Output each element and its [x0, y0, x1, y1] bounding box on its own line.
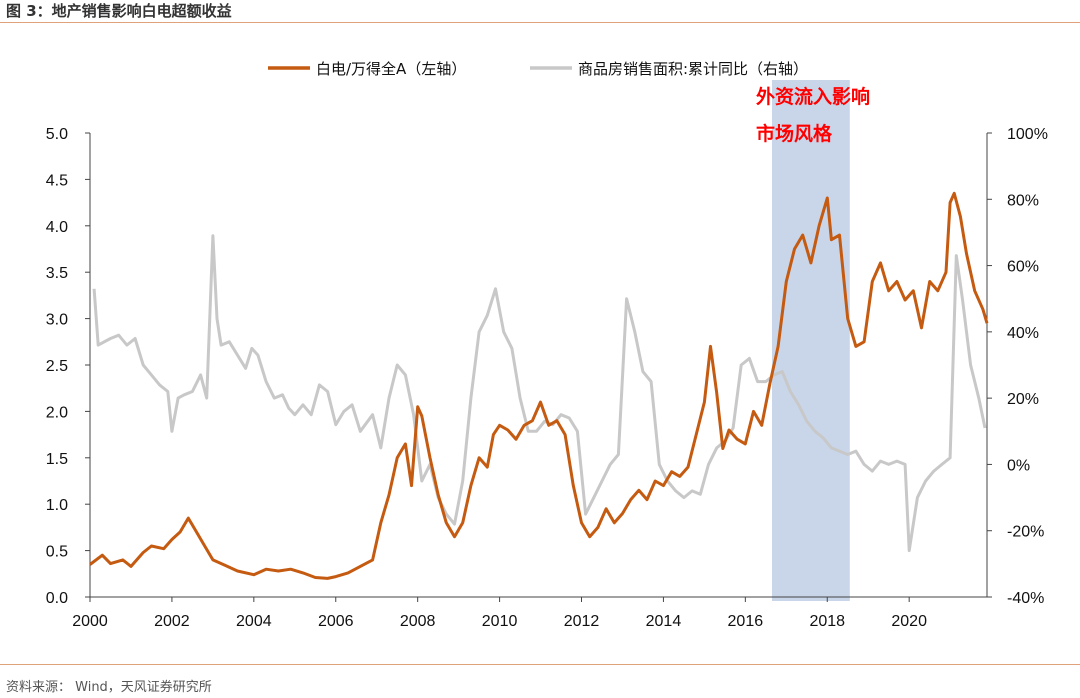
x-tick-label: 2008	[400, 613, 436, 630]
legend: 白电/万得全A（左轴） 商品房销售面积:累计同比（右轴）	[268, 60, 808, 78]
y-left-tick-label: 3.0	[46, 312, 68, 329]
annotation-line-2: 市场风格	[756, 122, 833, 145]
y-left-tick-label: 0.5	[46, 544, 68, 561]
y-left-tick-label: 2.5	[46, 358, 68, 375]
source-note: 资料来源： Wind，天风证券研究所	[6, 680, 212, 695]
y-left-tick-label: 0.0	[46, 590, 68, 607]
top-rule	[0, 22, 1080, 23]
x-tick-label: 2018	[809, 613, 845, 630]
annotation: 外资流入影响 市场风格	[756, 85, 870, 145]
y-left-tick-label: 1.0	[46, 497, 68, 514]
series-layer	[89, 191, 989, 580]
x-tick-label: 2012	[564, 613, 600, 630]
y-right-tick-label: 0%	[1007, 457, 1030, 474]
y-left-tick-label: 1.5	[46, 451, 68, 468]
x-tick-label: 2006	[318, 613, 354, 630]
axes-layer: 0.0 0.5 1.0 1.5 2.0 2.5 3.0 3.5 4.0 4.5 5.0 -40% -20…	[46, 126, 1048, 630]
x-tick-label: 2020	[891, 613, 927, 630]
bottom-rule	[0, 664, 1080, 665]
figure-title: 图 3：地产销售影响白电超额收益	[6, 2, 232, 20]
y-left-tick-label: 4.0	[46, 219, 68, 236]
shaded-region	[771, 80, 850, 601]
x-tick-label: 2004	[236, 613, 272, 630]
series-line-right	[92, 234, 987, 553]
y-left-tick-label: 4.5	[46, 172, 68, 189]
y-right-tick-label: 40%	[1007, 325, 1039, 342]
legend-label-left-series: 白电/万得全A（左轴）	[316, 60, 466, 78]
shade-layer	[771, 80, 850, 601]
x-tick-label: 2014	[646, 613, 682, 630]
y-left-tick-label: 3.5	[46, 265, 68, 282]
annotation-line-1: 外资流入影响	[756, 85, 870, 108]
legend-label-right-series: 商品房销售面积:累计同比（右轴）	[578, 60, 808, 78]
y-right-tick-label: -20%	[1007, 524, 1044, 541]
x-tick-label: 2000	[72, 613, 108, 630]
y-left-tick-label: 5.0	[46, 126, 68, 143]
series-line-left	[89, 191, 989, 580]
y-right-tick-label: 20%	[1007, 391, 1039, 408]
x-tick-label: 2002	[154, 613, 190, 630]
y-right-tick-label: 100%	[1007, 126, 1048, 143]
y-right-tick-label: 60%	[1007, 259, 1039, 276]
x-tick-label: 2010	[482, 613, 518, 630]
y-right-tick-label: 80%	[1007, 192, 1039, 209]
x-tick-label: 2016	[728, 613, 764, 630]
y-right-tick-label: -40%	[1007, 590, 1044, 607]
y-left-tick-label: 2.0	[46, 404, 68, 421]
